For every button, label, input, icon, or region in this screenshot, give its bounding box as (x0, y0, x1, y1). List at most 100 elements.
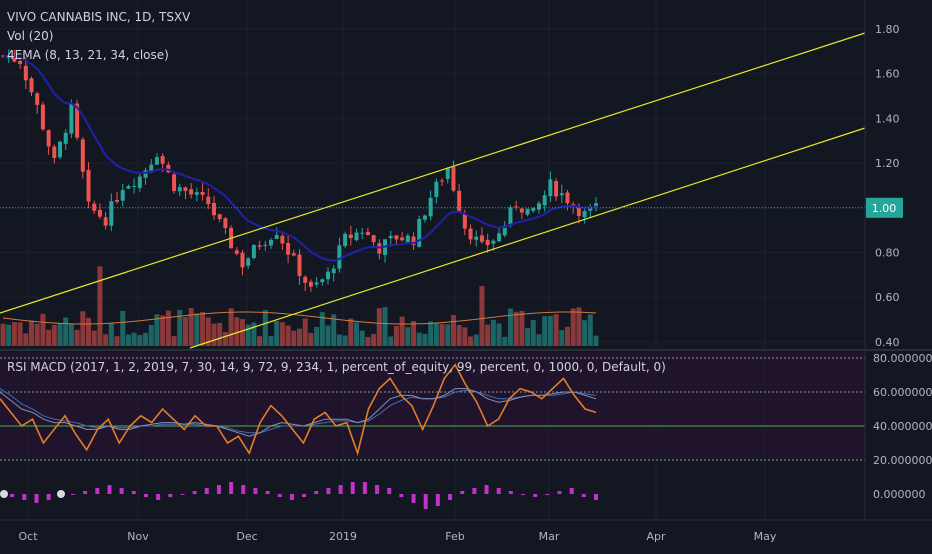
candle-body (291, 253, 296, 256)
volume-bar (239, 319, 245, 346)
volume-bar (257, 336, 263, 346)
volume-bar (416, 332, 422, 346)
candle-body (274, 235, 279, 239)
histogram-bar (95, 488, 100, 494)
candle-body (189, 189, 194, 195)
time-axis-tick: Nov (127, 530, 149, 543)
volume-bar (450, 315, 456, 346)
candle-body (268, 239, 273, 246)
candle-body (297, 254, 302, 277)
volume-bar (576, 307, 582, 346)
volume-bar (587, 314, 593, 346)
volume-bar (194, 313, 200, 346)
volume-bar (342, 335, 348, 346)
candle-body (240, 252, 245, 268)
candle-body (343, 233, 348, 247)
histogram-bar (521, 494, 526, 495)
histogram-bar (569, 488, 574, 494)
indicator-axis-tick: 0.000000 (873, 488, 926, 501)
histogram-bar (399, 494, 404, 497)
channel-upper-line (0, 32, 866, 314)
candle-body (6, 57, 11, 59)
candle-body (137, 176, 142, 188)
histogram-bar (192, 491, 197, 494)
volume-bar (51, 324, 57, 346)
candle-body (52, 146, 57, 158)
price-axis-tick: 0.60 (875, 291, 900, 304)
candle-body (206, 196, 211, 205)
histogram-bar (168, 494, 173, 497)
signal-marker (57, 490, 65, 498)
volume-bar (34, 323, 40, 346)
candle-body (491, 240, 496, 244)
candle-body (497, 233, 502, 242)
candle-body (177, 187, 182, 192)
volume-bar (114, 336, 120, 346)
volume-bar (388, 336, 394, 346)
volume-bar (308, 333, 314, 346)
volume-bar (97, 266, 103, 346)
histogram-bar (277, 494, 282, 497)
candle-body (115, 199, 120, 202)
candle-body (331, 268, 336, 274)
candle-body (314, 282, 319, 285)
candle-body (308, 281, 313, 287)
volume-bar (393, 325, 399, 346)
volume-bar (80, 311, 86, 346)
candle-body (468, 228, 473, 240)
volume-bar (371, 334, 377, 346)
time-axis-tick: 2019 (329, 530, 357, 543)
indicator-axis-tick: 20.000000 (873, 454, 932, 467)
candle-body (23, 65, 28, 81)
candle-body (126, 186, 131, 189)
candle-body (559, 193, 564, 196)
candle-body (40, 104, 45, 130)
volume-bar (496, 323, 502, 346)
volume-bar (473, 334, 479, 346)
volume-bar (559, 330, 565, 346)
volume-bar (365, 336, 371, 346)
histogram-bar (338, 485, 343, 494)
price-axis-tick: 1.60 (875, 68, 900, 81)
candle-body (576, 206, 581, 216)
volume-bar (251, 322, 257, 346)
volume-bar (445, 324, 451, 346)
volume-legend: Vol (20) (7, 29, 53, 43)
histogram-bar (289, 494, 294, 500)
histogram-bar (362, 482, 367, 494)
candle-body (371, 235, 376, 243)
candle-body (474, 236, 479, 240)
indicator-legend: RSI MACD (2017, 1, 2, 2019, 7, 30, 14, 9… (7, 360, 666, 374)
candle-body (149, 164, 154, 173)
price-axis-tick: 1.20 (875, 157, 900, 170)
time-axis-tick: Apr (646, 530, 666, 543)
volume-bar (553, 314, 559, 346)
candle-body (18, 60, 23, 64)
volume-bar (490, 319, 496, 346)
candle-body (582, 211, 587, 218)
histogram-bar (314, 491, 319, 494)
volume-bar (143, 332, 149, 346)
candle-body (200, 191, 205, 195)
volume-bar (376, 308, 382, 346)
volume-bar (331, 314, 337, 346)
volume-bar (23, 333, 29, 346)
candle-body (365, 231, 370, 235)
candle-body (514, 206, 519, 208)
volume-bar (456, 325, 462, 346)
histogram-bar (229, 482, 234, 494)
candle-body (109, 201, 114, 226)
volume-bar (485, 324, 491, 346)
volume-bar (285, 325, 291, 346)
volume-bar (513, 311, 519, 346)
candle-body (143, 170, 148, 178)
histogram-bar (302, 494, 307, 497)
candle-body (354, 232, 359, 241)
volume-bar (154, 314, 160, 346)
channel-lower-line (189, 127, 866, 349)
last-price-label: 1.00 (872, 202, 897, 215)
volume-bar (279, 322, 285, 346)
volume-bar (205, 317, 211, 346)
histogram-bar (156, 494, 161, 500)
